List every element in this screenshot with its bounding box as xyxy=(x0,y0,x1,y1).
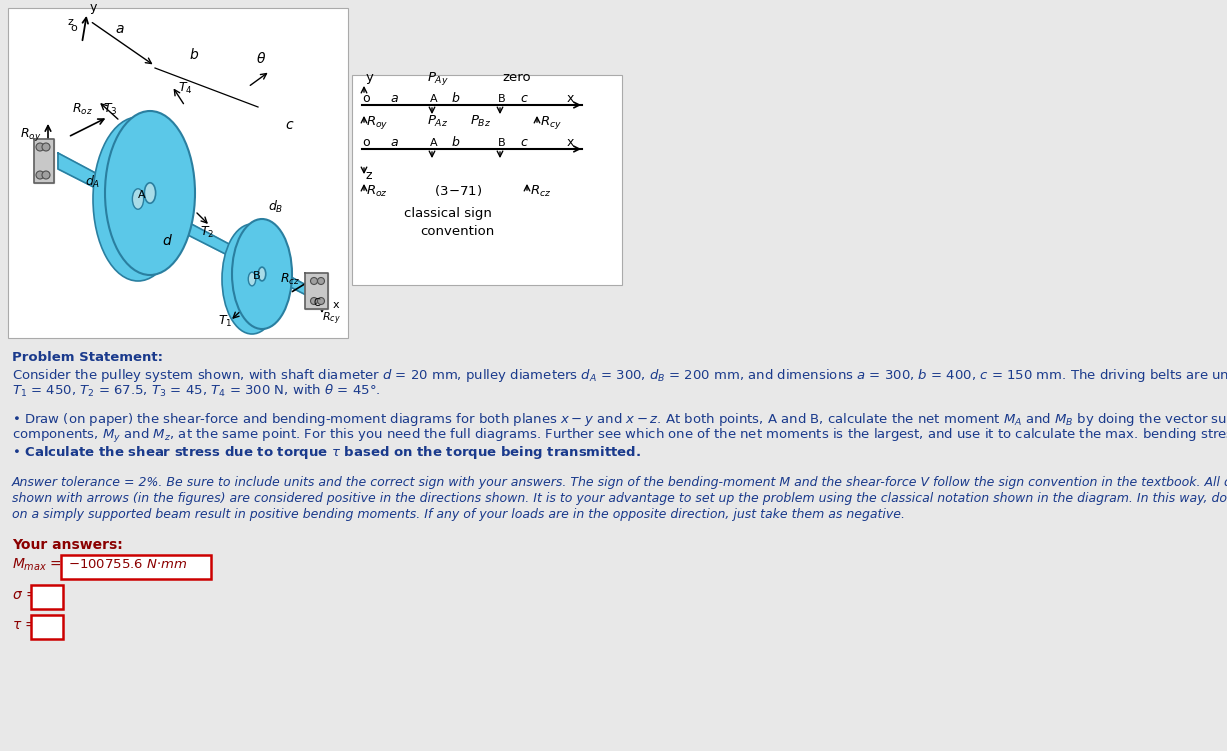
Ellipse shape xyxy=(93,117,183,281)
Ellipse shape xyxy=(133,189,144,210)
Ellipse shape xyxy=(248,272,255,286)
Text: z: z xyxy=(366,169,373,182)
Text: A: A xyxy=(139,190,146,200)
Circle shape xyxy=(36,171,44,179)
Text: $T_1$: $T_1$ xyxy=(218,314,232,329)
Text: b: b xyxy=(190,48,199,62)
Text: convention: convention xyxy=(420,225,494,238)
Text: $R_{oz}$: $R_{oz}$ xyxy=(72,102,93,117)
Text: $R_{oy}$: $R_{oy}$ xyxy=(366,114,389,131)
Circle shape xyxy=(318,297,324,304)
Text: b: b xyxy=(452,136,460,149)
Text: $T_2$: $T_2$ xyxy=(200,225,215,240)
Text: components, $M_y$ and $M_z$, at the same point. For this you need the full diagr: components, $M_y$ and $M_z$, at the same… xyxy=(12,427,1227,445)
Text: $T_1$ = 450, $T_2$ = 67.5, $T_3$ = 45, $T_4$ = 300 N, with $\theta$ = 45°.: $T_1$ = 450, $T_2$ = 67.5, $T_3$ = 45, $… xyxy=(12,383,380,399)
Text: a: a xyxy=(115,22,124,36)
Text: $P_{Ay}$: $P_{Ay}$ xyxy=(427,70,449,87)
Text: b: b xyxy=(452,92,460,105)
Text: z: z xyxy=(67,17,72,27)
Text: o: o xyxy=(70,23,77,33)
Text: o: o xyxy=(362,136,369,149)
Text: B: B xyxy=(253,271,261,281)
Text: $R_{oz}$: $R_{oz}$ xyxy=(366,184,388,199)
Text: $\sigma$ =: $\sigma$ = xyxy=(12,588,37,602)
Polygon shape xyxy=(58,153,308,296)
Text: on a simply supported beam result in positive bending moments. If any of your lo: on a simply supported beam result in pos… xyxy=(12,508,906,521)
Text: B: B xyxy=(498,138,506,148)
Text: x: x xyxy=(333,300,340,310)
Bar xyxy=(9,8,348,338)
Text: A: A xyxy=(429,94,438,104)
Text: $T_3$: $T_3$ xyxy=(103,102,118,117)
Text: x: x xyxy=(567,92,574,105)
Text: $d_A$: $d_A$ xyxy=(85,174,101,190)
Polygon shape xyxy=(306,273,328,309)
Circle shape xyxy=(318,278,324,285)
Text: Problem Statement:: Problem Statement: xyxy=(12,351,163,364)
Circle shape xyxy=(310,278,318,285)
Text: $P_{Bz}$: $P_{Bz}$ xyxy=(470,114,491,129)
Text: B: B xyxy=(498,94,506,104)
Text: o: o xyxy=(362,92,369,105)
Text: Your answers:: Your answers: xyxy=(12,538,123,552)
Ellipse shape xyxy=(222,224,282,334)
Text: Consider the pulley system shown, with shaft diameter $d$ = 20 mm, pulley diamet: Consider the pulley system shown, with s… xyxy=(12,367,1227,384)
Circle shape xyxy=(310,297,318,304)
Text: a: a xyxy=(390,92,398,105)
Circle shape xyxy=(42,171,50,179)
Text: Answer tolerance = 2%. Be sure to include units and the correct sign with your a: Answer tolerance = 2%. Be sure to includ… xyxy=(12,476,1227,489)
Text: $R_{oy}$: $R_{oy}$ xyxy=(20,126,42,143)
Text: • Calculate the shear stress due to torque $\tau$ based on the torque being tran: • Calculate the shear stress due to torq… xyxy=(12,444,642,461)
Text: classical sign: classical sign xyxy=(404,207,492,220)
Text: $(3\!-\!71)$: $(3\!-\!71)$ xyxy=(434,183,482,198)
Text: c: c xyxy=(285,118,292,132)
Text: $T_4$: $T_4$ xyxy=(178,81,193,96)
FancyBboxPatch shape xyxy=(31,615,63,639)
Text: zero: zero xyxy=(502,71,530,84)
Text: $R_{cz}$: $R_{cz}$ xyxy=(530,184,551,199)
Bar xyxy=(352,75,622,285)
Text: • Draw (on paper) the shear-force and bending-moment diagrams for both planes $x: • Draw (on paper) the shear-force and be… xyxy=(12,411,1227,428)
Text: d: d xyxy=(162,234,171,248)
Text: a: a xyxy=(390,136,398,149)
Text: $M_{max}$ =: $M_{max}$ = xyxy=(12,557,63,574)
Text: $R_{cz}$: $R_{cz}$ xyxy=(280,272,301,287)
Text: $\tau$ =: $\tau$ = xyxy=(12,618,37,632)
Polygon shape xyxy=(34,139,54,183)
Circle shape xyxy=(36,143,44,151)
Ellipse shape xyxy=(106,111,195,275)
Circle shape xyxy=(42,143,50,151)
Text: $R_{cy}$: $R_{cy}$ xyxy=(540,114,562,131)
Text: $d_B$: $d_B$ xyxy=(267,199,283,215)
Text: $-100755.6\ N{\cdot}mm$: $-100755.6\ N{\cdot}mm$ xyxy=(67,558,188,571)
Ellipse shape xyxy=(232,219,292,329)
Ellipse shape xyxy=(258,267,266,281)
Text: $\theta$: $\theta$ xyxy=(256,51,266,66)
Text: c: c xyxy=(520,136,526,149)
Text: c: c xyxy=(520,92,526,105)
Text: C: C xyxy=(313,298,320,308)
Ellipse shape xyxy=(145,182,156,204)
FancyBboxPatch shape xyxy=(61,555,211,579)
Text: shown with arrows (in the figures) are considered positive in the directions sho: shown with arrows (in the figures) are c… xyxy=(12,492,1227,505)
Text: $R_{cy}$: $R_{cy}$ xyxy=(321,310,341,327)
FancyBboxPatch shape xyxy=(31,585,63,609)
Text: y: y xyxy=(366,71,374,84)
Text: A: A xyxy=(429,138,438,148)
Text: x: x xyxy=(567,136,574,149)
Text: y: y xyxy=(90,1,97,14)
Text: $P_{Az}$: $P_{Az}$ xyxy=(427,114,448,129)
